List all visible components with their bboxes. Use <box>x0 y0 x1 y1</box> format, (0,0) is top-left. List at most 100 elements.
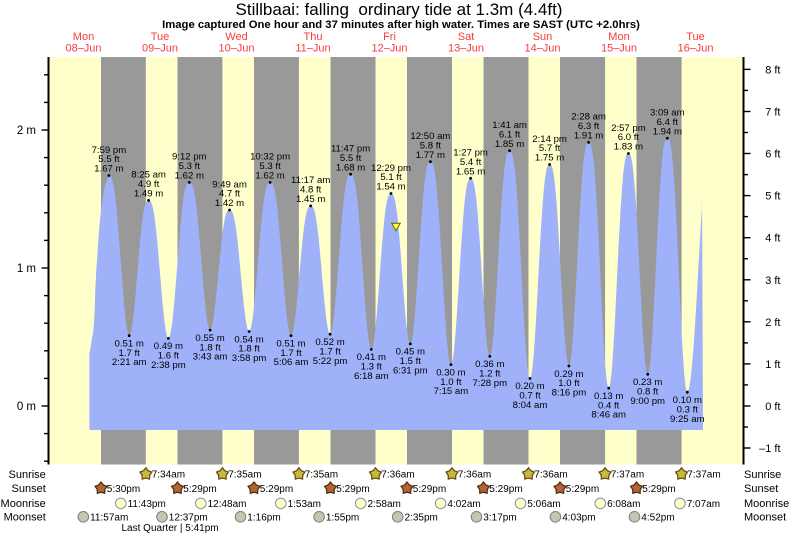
svg-text:14–Jun: 14–Jun <box>524 43 560 55</box>
svg-text:8 ft: 8 ft <box>765 64 780 76</box>
svg-text:2 ft: 2 ft <box>765 317 780 329</box>
svg-text:0.49 m: 0.49 m <box>154 341 183 352</box>
svg-text:1.68 m: 1.68 m <box>336 162 365 173</box>
svg-text:Wed: Wed <box>225 31 247 43</box>
svg-text:5.7 ft: 5.7 ft <box>539 143 561 154</box>
svg-text:1.75 m: 1.75 m <box>535 153 564 164</box>
svg-text:0.55 m: 0.55 m <box>195 333 224 344</box>
svg-text:Stillbaai: falling ordinary t: Stillbaai: falling ordinary tide at 1.3m… <box>236 0 563 19</box>
svg-text:5:30pm: 5:30pm <box>107 484 140 495</box>
svg-text:9:00 pm: 9:00 pm <box>630 396 665 407</box>
svg-text:5.4 ft: 5.4 ft <box>460 157 482 168</box>
svg-text:0 ft: 0 ft <box>765 401 780 413</box>
svg-text:0.7 ft: 0.7 ft <box>519 391 541 402</box>
svg-text:Thu: Thu <box>304 31 323 43</box>
svg-text:9:25 am: 9:25 am <box>670 414 705 425</box>
svg-text:0.41 m: 0.41 m <box>357 352 386 363</box>
svg-text:5:06 am: 5:06 am <box>274 357 309 368</box>
svg-text:1.6 ft: 1.6 ft <box>158 351 180 362</box>
svg-text:0 m: 0 m <box>17 401 36 413</box>
svg-text:1.49 m: 1.49 m <box>134 189 163 200</box>
svg-text:5:06am: 5:06am <box>527 499 560 510</box>
svg-text:3:09 am: 3:09 am <box>650 108 685 119</box>
svg-text:5.5 ft: 5.5 ft <box>340 153 362 164</box>
svg-text:4 ft: 4 ft <box>765 233 780 245</box>
svg-text:0.8 ft: 0.8 ft <box>637 387 659 398</box>
svg-text:4:02am: 4:02am <box>447 499 480 510</box>
svg-text:7:37am: 7:37am <box>611 470 644 481</box>
svg-text:5.3 ft: 5.3 ft <box>179 161 201 172</box>
svg-text:Mon: Mon <box>73 31 94 43</box>
svg-text:1.5 ft: 1.5 ft <box>400 356 422 367</box>
svg-text:0.51 m: 0.51 m <box>115 338 144 349</box>
svg-text:5.1 ft: 5.1 ft <box>380 172 402 183</box>
svg-text:8:04 am: 8:04 am <box>513 400 548 411</box>
svg-text:0.45 m: 0.45 m <box>396 347 425 358</box>
svg-text:13–Jun: 13–Jun <box>448 43 484 55</box>
svg-text:0.4 ft: 0.4 ft <box>598 400 620 411</box>
svg-text:0.52 m: 0.52 m <box>315 337 344 348</box>
svg-text:5:29pm: 5:29pm <box>489 484 522 495</box>
svg-text:2:58am: 2:58am <box>368 499 401 510</box>
svg-text:1.83 m: 1.83 m <box>614 142 643 153</box>
svg-text:6:18 am: 6:18 am <box>354 371 389 382</box>
svg-text:1:55pm: 1:55pm <box>326 513 359 524</box>
svg-text:Last Quarter | 5:41pm: Last Quarter | 5:41pm <box>122 523 219 534</box>
svg-text:0.10 m: 0.10 m <box>673 395 702 406</box>
svg-text:1:16pm: 1:16pm <box>247 513 280 524</box>
svg-text:Image captured One hour and 37: Image captured One hour and 37 minutes a… <box>162 19 640 31</box>
svg-text:1.0 ft: 1.0 ft <box>440 377 462 388</box>
svg-text:10–Jun: 10–Jun <box>218 43 254 55</box>
svg-text:11:17 am: 11:17 am <box>291 175 330 186</box>
svg-text:3:43 am: 3:43 am <box>193 352 228 363</box>
svg-text:Moonrise: Moonrise <box>1 498 46 510</box>
svg-text:12–Jun: 12–Jun <box>371 43 407 55</box>
svg-text:1.65 m: 1.65 m <box>456 166 485 177</box>
svg-text:1 ft: 1 ft <box>765 359 780 371</box>
svg-text:1.7 ft: 1.7 ft <box>119 348 141 359</box>
svg-text:2:35pm: 2:35pm <box>405 513 438 524</box>
svg-text:7:59 pm: 7:59 pm <box>92 145 127 156</box>
svg-text:7:15 am: 7:15 am <box>434 386 469 397</box>
svg-text:1.42 m: 1.42 m <box>215 198 244 209</box>
svg-text:0.3 ft: 0.3 ft <box>677 404 699 415</box>
svg-text:6 ft: 6 ft <box>765 149 780 161</box>
svg-text:Tue: Tue <box>686 31 705 43</box>
svg-text:5:22 pm: 5:22 pm <box>313 356 348 367</box>
svg-text:11:43pm: 11:43pm <box>128 499 166 510</box>
svg-text:1.94 m: 1.94 m <box>653 126 682 137</box>
svg-text:8:16 pm: 8:16 pm <box>552 388 587 399</box>
svg-text:9:49 am: 9:49 am <box>212 179 247 190</box>
svg-text:4.7 ft: 4.7 ft <box>219 189 241 200</box>
svg-text:Sunrise: Sunrise <box>744 469 781 481</box>
svg-text:1:53am: 1:53am <box>288 499 321 510</box>
svg-text:0.54 m: 0.54 m <box>234 334 263 345</box>
svg-text:16–Jun: 16–Jun <box>677 43 713 55</box>
svg-text:8:46 am: 8:46 am <box>591 410 626 421</box>
svg-text:2:28 am: 2:28 am <box>571 112 606 123</box>
svg-text:1.45 m: 1.45 m <box>296 194 325 205</box>
svg-text:2:14 pm: 2:14 pm <box>532 134 567 145</box>
svg-text:2:57 pm: 2:57 pm <box>611 123 646 134</box>
svg-text:1.3 ft: 1.3 ft <box>361 362 383 373</box>
svg-text:4.8 ft: 4.8 ft <box>300 185 322 196</box>
svg-text:7:36am: 7:36am <box>534 470 567 481</box>
svg-text:5.3 ft: 5.3 ft <box>259 161 281 172</box>
svg-text:5:29pm: 5:29pm <box>260 484 293 495</box>
svg-text:5 ft: 5 ft <box>765 191 780 203</box>
svg-text:10:32 pm: 10:32 pm <box>250 152 290 163</box>
svg-text:7:34am: 7:34am <box>152 470 185 481</box>
svg-text:09–Jun: 09–Jun <box>142 43 178 55</box>
svg-text:6:08am: 6:08am <box>607 499 640 510</box>
svg-text:11:47 pm: 11:47 pm <box>331 144 370 155</box>
svg-text:1.7 ft: 1.7 ft <box>280 348 302 359</box>
svg-text:11–Jun: 11–Jun <box>295 43 330 55</box>
svg-text:6.4 ft: 6.4 ft <box>657 117 679 128</box>
svg-text:5:29pm: 5:29pm <box>642 484 675 495</box>
svg-text:1:41 am: 1:41 am <box>492 120 527 131</box>
svg-text:0.20 m: 0.20 m <box>515 381 544 392</box>
svg-text:12:37pm: 12:37pm <box>169 513 208 524</box>
svg-text:6.3 ft: 6.3 ft <box>578 121 600 132</box>
svg-text:Moonrise: Moonrise <box>744 498 789 510</box>
svg-text:7:37am: 7:37am <box>687 470 720 481</box>
